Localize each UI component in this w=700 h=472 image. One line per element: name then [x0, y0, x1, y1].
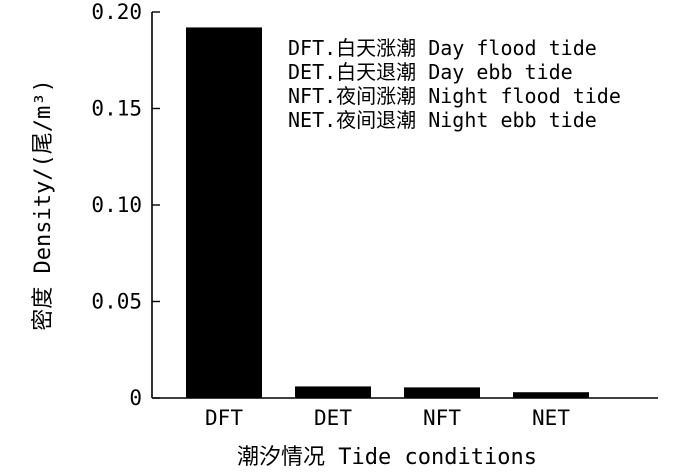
bar-det [295, 386, 371, 398]
legend-item-net: NET.夜间退潮 Night ebb tide [288, 108, 597, 132]
legend-item-det: DET.白天退潮 Day ebb tide [288, 60, 573, 84]
x-tick-label-dft: DFT [205, 406, 243, 430]
legend: DFT.白天涨潮 Day flood tide DET.白天退潮 Day ebb… [288, 36, 621, 132]
legend-item-nft: NFT.夜间涨潮 Night flood tide [288, 84, 621, 108]
y-ticks: 0 0.05 0.10 0.15 0.20 [91, 0, 160, 410]
y-tick-label: 0 [129, 386, 142, 410]
bar-nft [404, 387, 480, 398]
x-tick-label-det: DET [314, 406, 352, 430]
x-axis-title: 潮汐情况 Tide conditions [237, 445, 537, 470]
y-tick-label: 0.05 [91, 290, 142, 314]
bars [186, 27, 589, 398]
y-tick-label: 0.20 [91, 0, 142, 24]
bar-dft [186, 27, 262, 398]
x-tick-label-nft: NFT [423, 406, 461, 430]
y-axis-title: 密度 Density/(尾/m³) [31, 79, 56, 330]
x-tick-label-net: NET [532, 406, 570, 430]
x-ticks: DFT DET NFT NET [205, 406, 570, 430]
legend-item-dft: DFT.白天涨潮 Day flood tide [288, 36, 597, 60]
bar-net [513, 392, 589, 398]
y-tick-label: 0.10 [91, 193, 142, 217]
y-tick-label: 0.15 [91, 97, 142, 121]
